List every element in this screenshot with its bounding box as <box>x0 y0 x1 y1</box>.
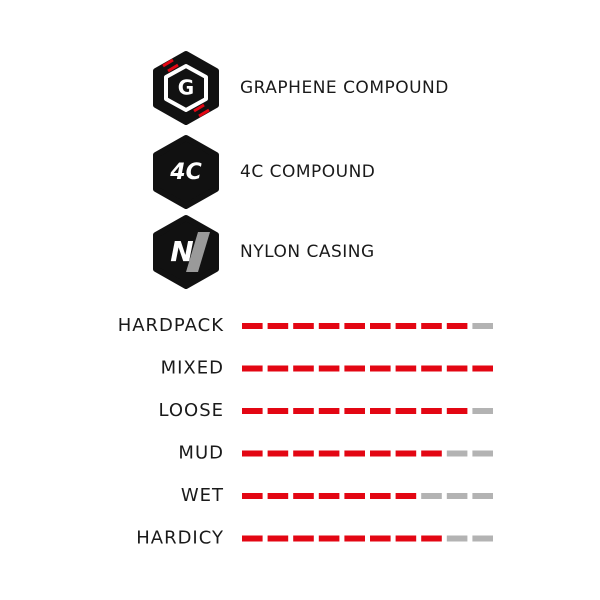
rating-track <box>446 450 468 457</box>
rating-segment <box>293 535 314 542</box>
rating-segment <box>242 535 263 542</box>
rating-track <box>421 493 442 499</box>
rating-segment <box>267 535 289 542</box>
rating-segment <box>370 323 391 329</box>
rating-segment <box>344 535 365 542</box>
feature-label: GRAPHENE COMPOUND <box>240 78 449 98</box>
rating-segment <box>395 493 417 499</box>
rating-segment <box>395 323 417 329</box>
rating-segment <box>293 450 314 457</box>
rating-segment <box>395 535 417 542</box>
nylon-icon: N <box>153 215 219 289</box>
rating-segment <box>370 450 391 457</box>
icon-text: G <box>178 76 194 100</box>
rating-segment <box>472 365 493 372</box>
rating-segment <box>370 408 391 414</box>
rating-segment <box>318 408 340 414</box>
graphene-icon: G <box>153 51 219 125</box>
rating-segment <box>318 535 340 542</box>
rating-segment <box>242 450 263 457</box>
rating-track <box>446 535 468 542</box>
rating-segment <box>395 365 417 372</box>
rating-segment <box>318 493 340 499</box>
rating-track <box>472 408 493 414</box>
icon-text: N <box>170 235 193 268</box>
rating-segment <box>344 450 365 457</box>
rating-segment <box>242 493 263 499</box>
rating-segment <box>267 408 289 414</box>
rating-segment <box>421 365 442 372</box>
rating-segment <box>293 408 314 414</box>
rating-segment <box>242 365 263 372</box>
rating-segment <box>293 323 314 329</box>
rating-segment <box>446 408 468 414</box>
rating-segment <box>446 323 468 329</box>
rating-segment <box>421 408 442 414</box>
rating-segment <box>370 493 391 499</box>
rating-track <box>446 493 468 499</box>
rating-segment <box>395 408 417 414</box>
rating-segment <box>318 323 340 329</box>
rating-track <box>472 450 493 457</box>
category-label: MIXED <box>161 358 224 379</box>
feature-label: NYLON CASING <box>240 242 375 262</box>
rating-segment <box>421 450 442 457</box>
category-label: WET <box>181 485 224 506</box>
rating-track <box>472 535 493 542</box>
feature-label: 4C COMPOUND <box>240 162 375 182</box>
rating-segment <box>293 493 314 499</box>
rating-segment <box>293 365 314 372</box>
rating-segment <box>370 365 391 372</box>
category-label: MUD <box>178 443 224 464</box>
rating-segment <box>242 408 263 414</box>
rating-segment <box>421 535 442 542</box>
icon-text: 4C <box>169 160 201 185</box>
rating-track <box>472 493 493 499</box>
rating-segment <box>421 323 442 329</box>
rating-segment <box>344 493 365 499</box>
rating-segment <box>267 365 289 372</box>
rating-segment <box>267 493 289 499</box>
compound-icon: 4C <box>153 135 219 209</box>
rating-segment <box>344 323 365 329</box>
rating-segment <box>242 323 263 329</box>
rating-segment <box>395 450 417 457</box>
rating-track <box>472 323 493 329</box>
rating-segment <box>267 450 289 457</box>
rating-segment <box>318 450 340 457</box>
category-label: HARDICY <box>136 528 224 549</box>
category-label: LOOSE <box>158 400 224 421</box>
rating-segment <box>318 365 340 372</box>
rating-segment <box>344 365 365 372</box>
rating-segment <box>446 365 468 372</box>
rating-segment <box>344 408 365 414</box>
category-label: HARDPACK <box>118 315 224 336</box>
rating-segment <box>370 535 391 542</box>
rating-segment <box>267 323 289 329</box>
